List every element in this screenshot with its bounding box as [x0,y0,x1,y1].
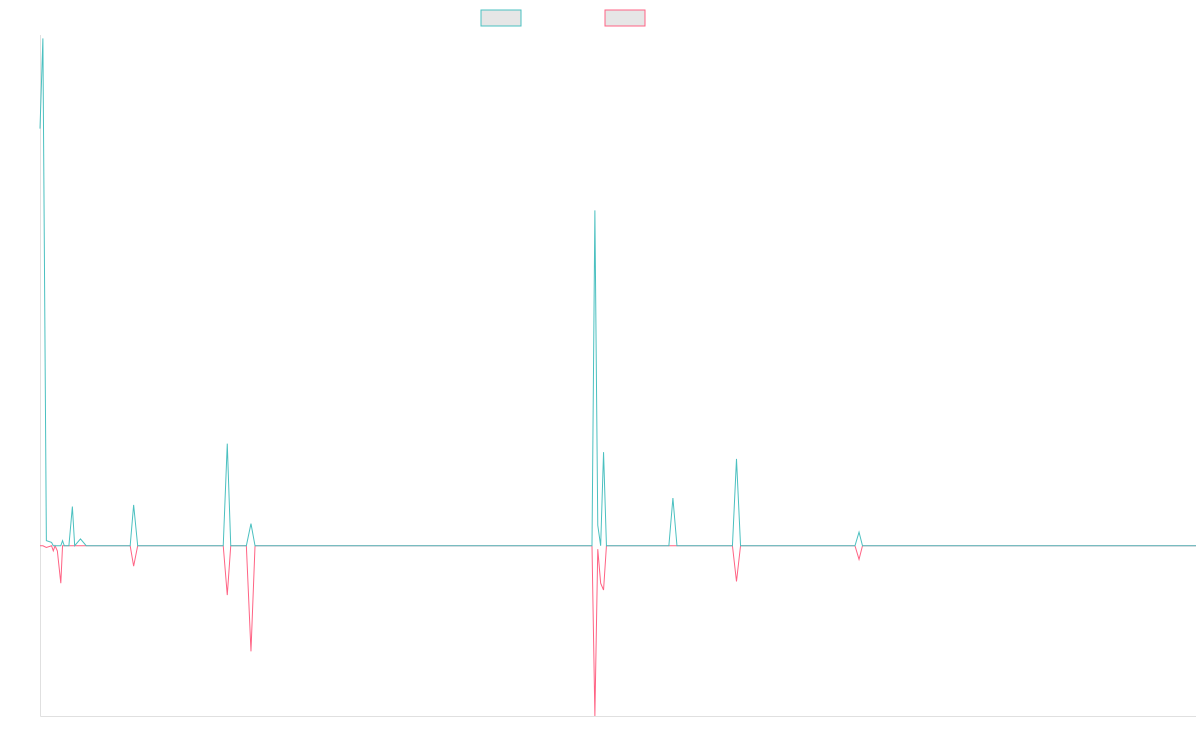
series-b-line [40,544,1196,717]
legend-swatch-series-b[interactable] [604,9,646,27]
legend-swatch-series-a[interactable] [480,9,522,27]
chart-legend [480,9,646,27]
series-a-line [39,38,1196,548]
series-layer [39,38,1196,717]
chart-axes [40,35,1196,717]
